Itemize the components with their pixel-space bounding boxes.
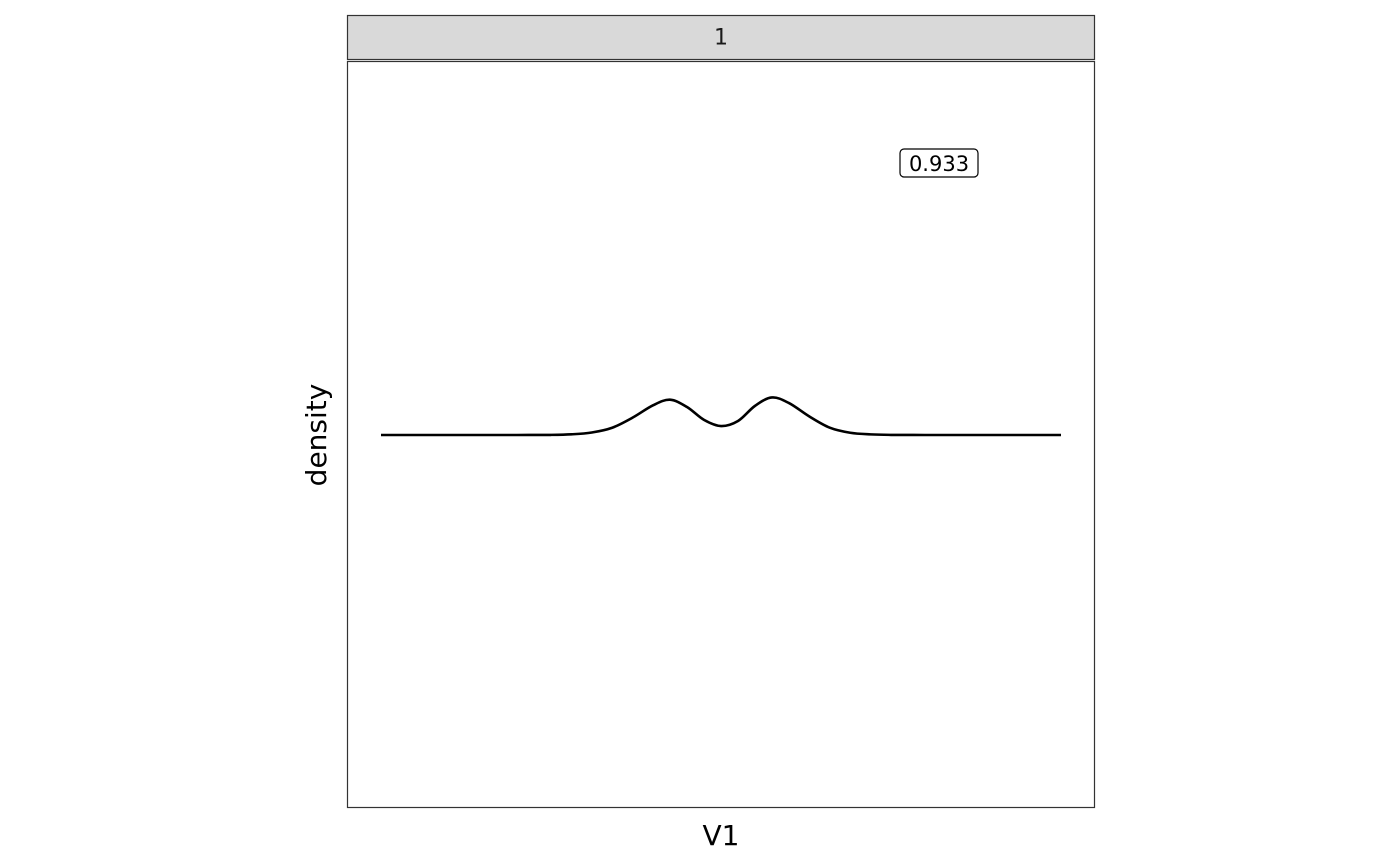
annotation-box [899,148,979,178]
density-line [381,396,1061,437]
annotation-label: 0.933 [909,152,969,176]
x-axis-title: V1 [703,819,740,852]
y-axis-title: density [300,384,333,487]
facet-strip [346,14,1096,61]
facet-strip-label: 1 [714,26,728,51]
